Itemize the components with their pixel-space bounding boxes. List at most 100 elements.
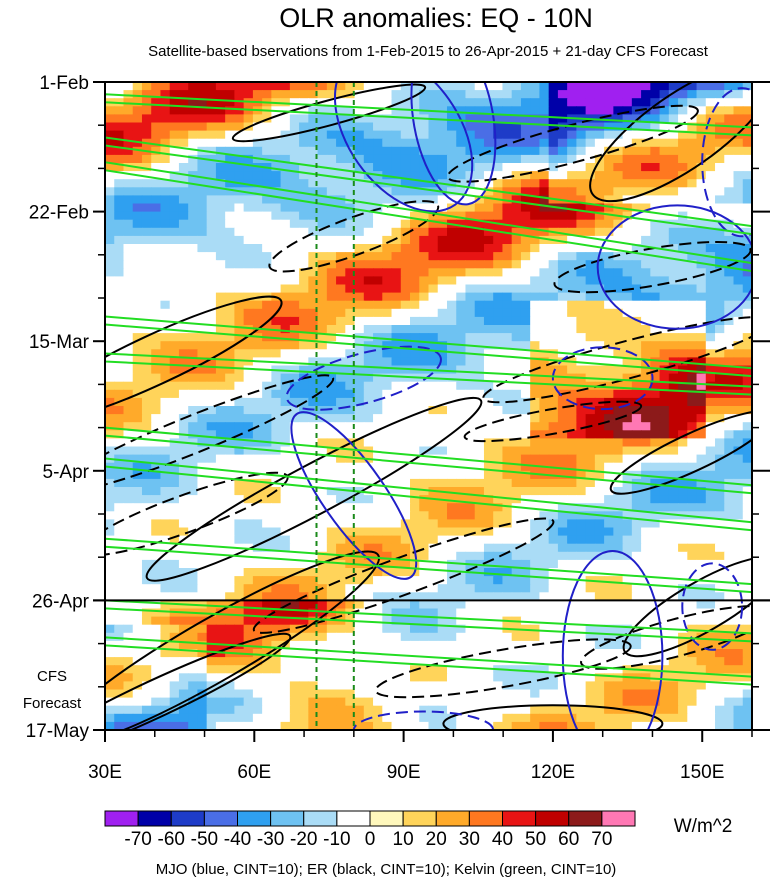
olr-cell <box>400 592 411 601</box>
olr-cell <box>705 568 716 577</box>
olr-cell <box>178 357 189 367</box>
olr-cell <box>160 495 171 504</box>
olr-cell <box>548 90 559 99</box>
olr-cell <box>715 325 725 334</box>
olr-cell <box>188 292 199 302</box>
olr-cell <box>336 632 346 642</box>
olr-cell <box>502 381 513 391</box>
olr-cell <box>428 568 439 577</box>
olr-cell <box>678 438 688 448</box>
olr-cell <box>308 154 319 164</box>
olr-cell <box>317 430 328 439</box>
olr-cell <box>502 543 513 553</box>
olr-cell <box>373 349 383 358</box>
olr-cell <box>354 308 365 318</box>
olr-cell <box>123 308 134 318</box>
olr-cell <box>206 90 217 99</box>
olr-cell <box>465 365 476 375</box>
olr-cell <box>539 300 550 310</box>
olr-cell <box>520 187 531 196</box>
olr-cell <box>243 349 254 358</box>
olr-cell <box>400 179 411 188</box>
olr-cell <box>622 422 633 431</box>
olr-cell <box>354 438 365 448</box>
olr-cell <box>289 373 300 383</box>
olr-cell <box>225 146 235 156</box>
olr-cell <box>465 543 476 553</box>
olr-cell <box>354 90 365 99</box>
olr-cell <box>502 487 513 496</box>
olr-cell <box>382 495 393 504</box>
olr-cell <box>511 171 522 180</box>
olr-cell <box>123 389 134 399</box>
olr-cell <box>252 406 263 415</box>
olr-cell <box>215 373 226 383</box>
olr-cell <box>641 146 651 156</box>
olr-cell <box>687 495 698 504</box>
olr-cell <box>613 219 624 229</box>
olr-cell <box>336 82 346 91</box>
olr-cell <box>474 454 485 464</box>
olr-cell <box>530 284 541 294</box>
olr-cell <box>678 227 688 237</box>
olr-cell <box>132 640 143 650</box>
olr-cell <box>659 90 670 99</box>
olr-cell <box>382 462 393 472</box>
olr-cell <box>456 252 467 261</box>
olr-cell <box>123 397 134 407</box>
olr-cell <box>641 584 651 593</box>
olr-cell <box>641 106 651 115</box>
olr-cell <box>308 430 319 439</box>
olr-cell <box>511 454 522 464</box>
olr-cell <box>742 511 752 520</box>
olr-cell <box>197 487 208 496</box>
olr-cell <box>613 122 624 132</box>
olr-cell <box>650 592 661 601</box>
olr-cell <box>391 511 402 520</box>
olr-cell <box>225 349 235 358</box>
olr-cell <box>400 154 411 164</box>
olr-cell <box>446 308 457 318</box>
olr-cell <box>539 268 550 277</box>
olr-cell <box>252 244 263 253</box>
olr-cell <box>382 373 393 383</box>
olr-cell <box>446 179 457 188</box>
olr-cell <box>262 300 272 310</box>
olr-cell <box>511 422 522 431</box>
olr-cell <box>613 624 624 634</box>
olr-cell <box>705 122 716 132</box>
olr-cell <box>511 349 522 358</box>
olr-cell <box>733 414 744 423</box>
olr-cell <box>567 292 577 302</box>
olr-cell <box>345 341 356 350</box>
olr-cell <box>520 430 531 439</box>
olr-cell <box>428 284 439 294</box>
olr-cell <box>446 171 457 180</box>
olr-cell <box>141 389 152 399</box>
olr-cell <box>613 649 624 658</box>
olr-cell <box>696 478 707 488</box>
olr-cell <box>141 300 152 310</box>
olr-cell <box>465 300 476 310</box>
olr-cell <box>289 98 300 107</box>
olr-cell <box>114 495 125 504</box>
olr-cell <box>141 422 152 431</box>
olr-cell <box>345 543 356 553</box>
olr-cell <box>391 308 402 318</box>
olr-cell <box>317 90 328 99</box>
olr-cell <box>428 535 439 545</box>
olr-cell <box>493 244 504 253</box>
olr-cell <box>206 325 217 334</box>
olr-cell <box>724 252 735 261</box>
olr-cell <box>308 414 319 423</box>
olr-cell <box>520 543 531 553</box>
olr-cell <box>280 422 291 431</box>
olr-cell <box>197 341 208 350</box>
olr-cell <box>567 430 577 439</box>
olr-cell <box>188 163 199 172</box>
olr-cell <box>437 154 448 164</box>
olr-cell <box>178 106 189 115</box>
olr-cell <box>437 478 448 488</box>
olr-cell <box>141 600 152 610</box>
olr-cell <box>715 260 725 269</box>
